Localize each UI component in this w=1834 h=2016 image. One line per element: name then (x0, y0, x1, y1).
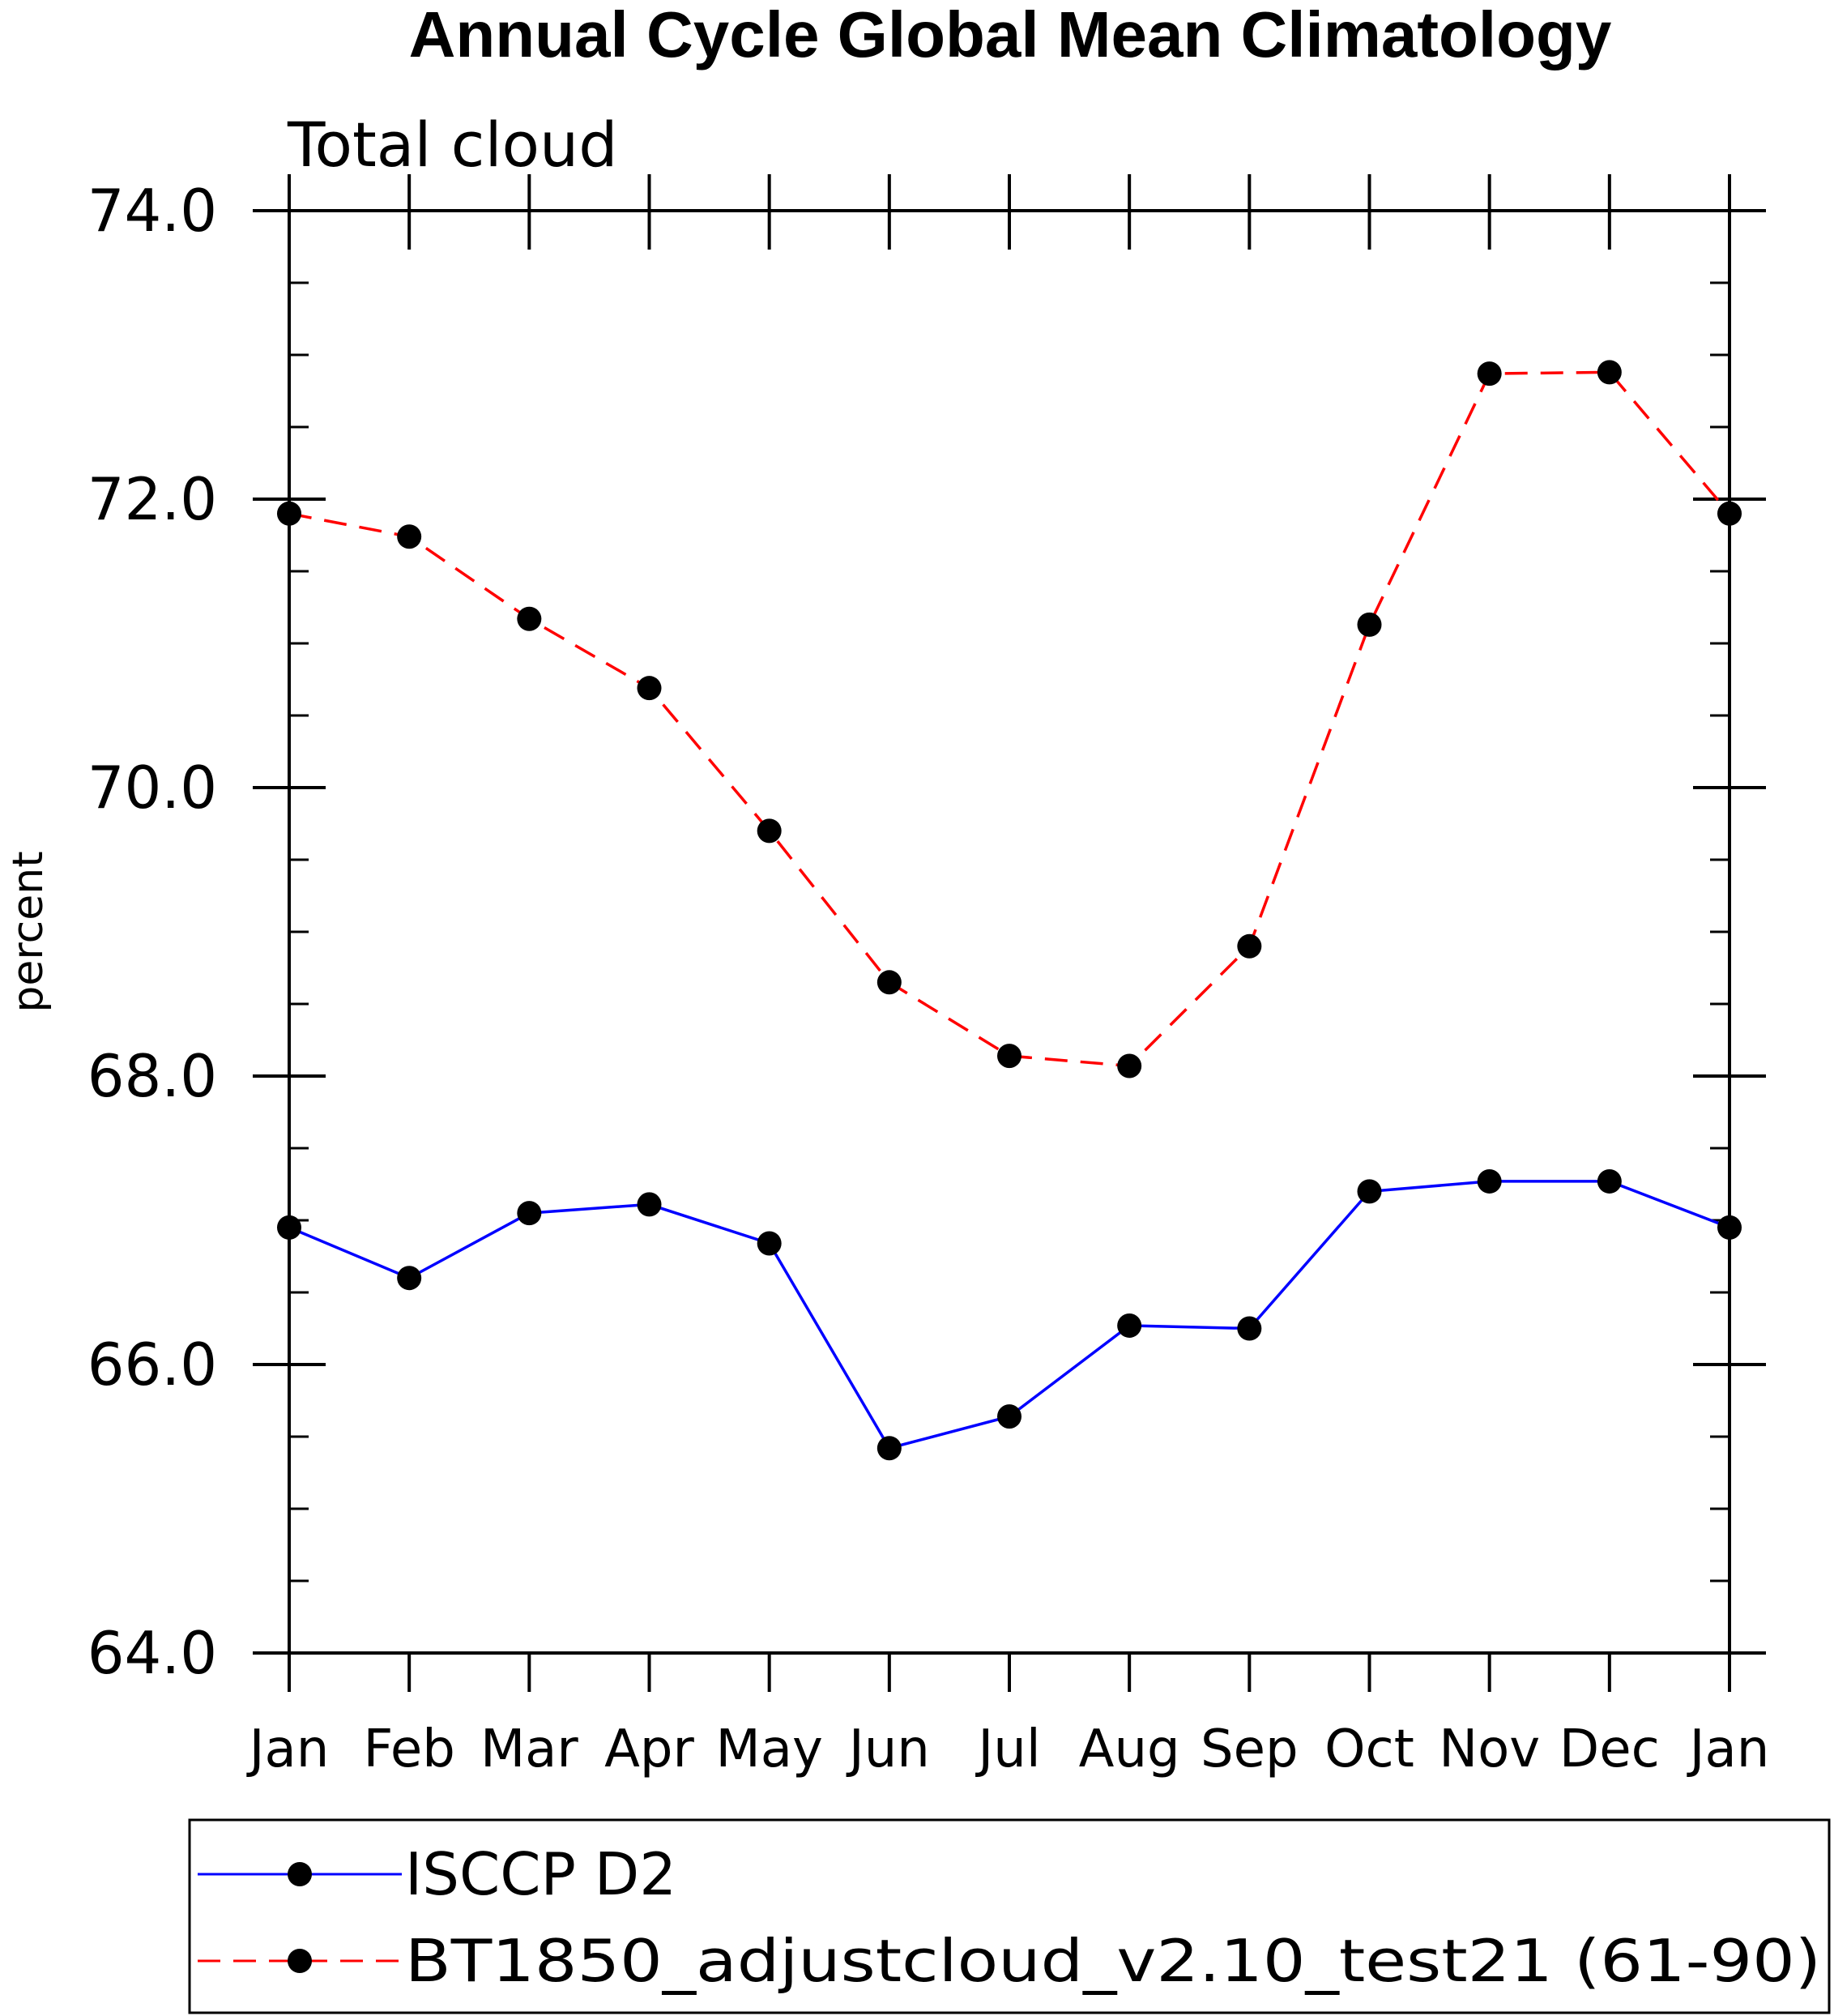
data-point (1117, 1053, 1142, 1078)
y-axis-label: percent (4, 851, 53, 1012)
y-tick-labels: 64.0 66.0 68.0 70.0 72.0 74.0 (87, 177, 217, 1687)
x-tick-labels: Jan Feb Mar Apr May Jun Jul Aug Sep Oct Nov Dec Jan (246, 1719, 1770, 1779)
data-point (876, 1436, 902, 1461)
data-point (1477, 1168, 1502, 1194)
data-point (757, 1231, 782, 1256)
x-tick-label: May (716, 1719, 823, 1779)
data-point (277, 501, 301, 526)
x-tick-label: Jun (846, 1719, 930, 1779)
x-tick-label: Oct (1324, 1719, 1414, 1779)
data-point (637, 676, 662, 701)
y-tick-label: 64.0 (87, 1619, 217, 1687)
data-point (1117, 1313, 1142, 1338)
data-point (1597, 360, 1622, 385)
data-point (997, 1044, 1021, 1069)
data-point (277, 1215, 301, 1240)
y-tick-label: 70.0 (87, 754, 217, 822)
chart-subtitle: Total cloud (287, 109, 617, 181)
x-tick-label: Jul (975, 1719, 1040, 1779)
data-point (757, 818, 782, 844)
data-point (997, 1404, 1021, 1429)
x-tick-label: Aug (1079, 1719, 1180, 1779)
series-line (288, 370, 1731, 1068)
data-point (397, 1266, 422, 1291)
data-point (1357, 612, 1382, 637)
x-tick-label: Jan (246, 1719, 330, 1779)
data-point (1357, 1179, 1382, 1204)
legend-marker-model (288, 1949, 312, 1973)
data-point (876, 970, 902, 995)
data-point (637, 1192, 662, 1217)
y-tick-label: 66.0 (87, 1330, 217, 1399)
series-0 (277, 1168, 1742, 1461)
plot-frame (288, 209, 1731, 1655)
legend-label-isccp: ISCCP D2 (405, 1840, 676, 1908)
legend-label-model: BT1850_adjustcloud_v2.10_test21 (61-90) (405, 1927, 1821, 1995)
plot-border (288, 209, 1731, 1655)
x-tick-label: Mar (480, 1719, 578, 1779)
legend-marker-isccp (288, 1862, 312, 1886)
data-point (397, 524, 422, 549)
axis-ticks (253, 174, 1766, 1692)
series-1 (277, 360, 1742, 1078)
data-point (1717, 501, 1742, 526)
data-point (517, 606, 542, 631)
x-tick-label: Nov (1439, 1719, 1540, 1779)
data-point (1237, 1316, 1262, 1341)
data-point (1237, 933, 1262, 959)
x-tick-label: Apr (604, 1719, 694, 1779)
x-tick-label: Jan (1687, 1719, 1770, 1779)
x-tick-label: Sep (1201, 1719, 1299, 1779)
x-tick-label: Feb (364, 1719, 455, 1779)
data-point (517, 1201, 542, 1226)
data-point (1477, 361, 1502, 387)
y-tick-label: 68.0 (87, 1042, 217, 1110)
legend-box (188, 1818, 1831, 2014)
chart-title: Annual Cycle Global Mean Climatology (409, 0, 1612, 70)
y-tick-label: 72.0 (87, 465, 217, 533)
legend: ISCCP D2 BT1850_adjustcloud_v2.10_test21… (188, 1818, 1831, 2014)
series-layer (277, 360, 1742, 1461)
y-tick-label: 74.0 (87, 177, 217, 245)
data-point (1597, 1168, 1622, 1194)
x-tick-label: Dec (1559, 1719, 1660, 1779)
data-point (1717, 1215, 1742, 1240)
